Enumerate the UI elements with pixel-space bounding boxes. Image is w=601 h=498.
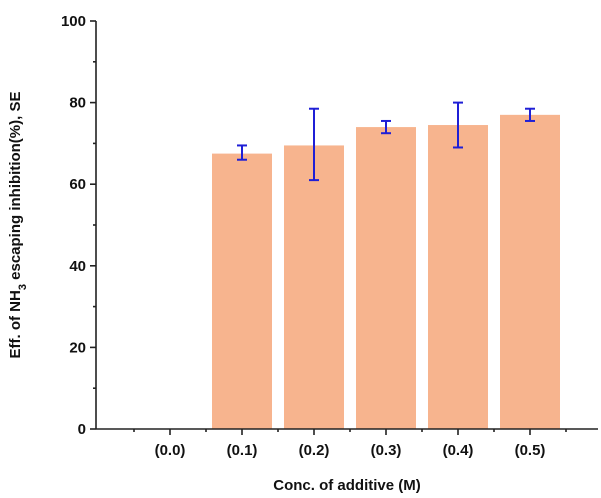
y-axis-label: Eff. of NH3 escaping inhibition(%), SE bbox=[7, 92, 29, 359]
y-tick-label-0: 0 bbox=[78, 421, 86, 438]
bar-1 bbox=[212, 153, 272, 429]
x-axis-label: Conc. of additive (M) bbox=[273, 477, 421, 494]
bars-group bbox=[212, 114, 560, 429]
bar-4 bbox=[428, 125, 488, 429]
y-tick-label-1: 20 bbox=[69, 339, 86, 356]
y-axis-label-part-1: Eff. of NH bbox=[7, 290, 24, 358]
x-tick-label-2: (0.2) bbox=[299, 442, 330, 459]
x-tick-label-0: (0.0) bbox=[155, 442, 186, 459]
error-bar-2 bbox=[309, 107, 319, 182]
axes-group: 0 20 40 60 80 100 (0.0) (0.1) (0.2) (0.3) (0.4) (0.… bbox=[61, 13, 598, 459]
y-tick-label-3: 60 bbox=[69, 176, 86, 193]
y-tick-label-4: 80 bbox=[69, 95, 86, 112]
x-tick-label-4: (0.4) bbox=[443, 442, 474, 459]
bar-2 bbox=[284, 145, 344, 429]
x-tick-label-5: (0.5) bbox=[515, 442, 546, 459]
bar-5 bbox=[500, 114, 560, 429]
error-bar-1 bbox=[237, 144, 247, 161]
y-axis-label-part-2: escaping inhibition(%), SE bbox=[7, 92, 24, 285]
bar-3 bbox=[356, 127, 416, 429]
error-bar-5 bbox=[525, 107, 535, 122]
y-axis-label-subscript: 3 bbox=[17, 284, 29, 290]
y-tick-label-2: 40 bbox=[69, 258, 86, 275]
error-bar-3 bbox=[381, 119, 391, 135]
error-bars-group bbox=[237, 101, 535, 182]
x-tick-label-3: (0.3) bbox=[371, 442, 402, 459]
error-bar-4 bbox=[453, 101, 463, 149]
y-tick-label-5: 100 bbox=[61, 13, 86, 30]
x-tick-label-1: (0.1) bbox=[227, 442, 258, 459]
